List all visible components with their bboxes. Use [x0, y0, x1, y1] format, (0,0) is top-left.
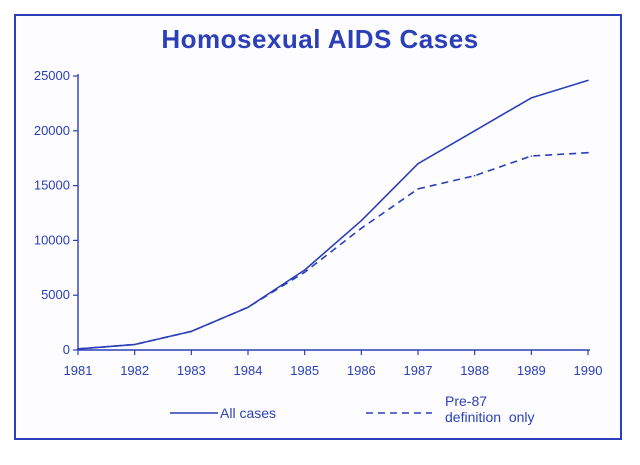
pre-87-point-1990: [587, 151, 589, 154]
pre-87-point-1983: [190, 330, 193, 333]
x-tick-label: 1988: [460, 363, 489, 378]
all-cases-point-1990: [587, 79, 589, 82]
series-line-all-cases: [77, 79, 589, 350]
x-tick-label: 1981: [64, 363, 93, 378]
all-cases-point-1988: [473, 130, 476, 132]
x-tick-label: 1982: [120, 363, 149, 378]
x-tick-label: 1987: [404, 363, 433, 378]
all-cases-point-1985: [303, 269, 306, 271]
pre-87-point-1987: [417, 188, 419, 190]
series-layer: [77, 79, 589, 350]
pre-87-point-1982: [133, 343, 136, 346]
chart-title: Homosexual AIDS Cases: [161, 24, 479, 54]
chart-axes: [77, 74, 590, 351]
x-tick-label: 1984: [234, 363, 263, 378]
x-tick-label: 1986: [347, 363, 376, 378]
y-tick-label: 5000: [41, 287, 70, 302]
legend-label-pre-87-line-1: Pre-87: [445, 393, 487, 409]
y-tick-label: 25000: [34, 68, 70, 83]
all-cases-point-1987: [417, 162, 419, 165]
x-axis-ticks: 1981 1982 1983 1984 1985 1986 1987 1988 1989 1990: [64, 350, 603, 378]
pre-87-point-1986: [360, 227, 363, 230]
pre-87-point-1985: [303, 271, 306, 273]
pre-87-point-1988: [473, 174, 476, 177]
y-tick-label: 20000: [34, 123, 70, 138]
y-tick-label: 10000: [34, 232, 70, 247]
x-tick-label: 1990: [574, 363, 603, 378]
chart-frame: [14, 14, 622, 440]
legend-label-all-cases: All cases: [220, 405, 276, 421]
x-tick-label: 1985: [290, 363, 319, 378]
legend-label-pre-87-line-2: definition only: [445, 409, 535, 425]
y-axis-ticks: 0 5000 10000 15000 20000 25000: [34, 68, 78, 357]
series-line-pre-87-definition: [77, 151, 589, 350]
x-tick-label: 1989: [517, 363, 546, 378]
pre-87-point-1981: [77, 348, 79, 350]
x-tick-label: 1983: [177, 363, 206, 378]
pre-87-point-1989: [530, 155, 533, 157]
all-cases-point-1989: [530, 97, 533, 99]
all-cases-point-1986: [360, 219, 363, 222]
pre-87-point-1984: [247, 306, 249, 309]
y-tick-label: 0: [63, 342, 70, 357]
y-tick-label: 15000: [34, 178, 70, 193]
